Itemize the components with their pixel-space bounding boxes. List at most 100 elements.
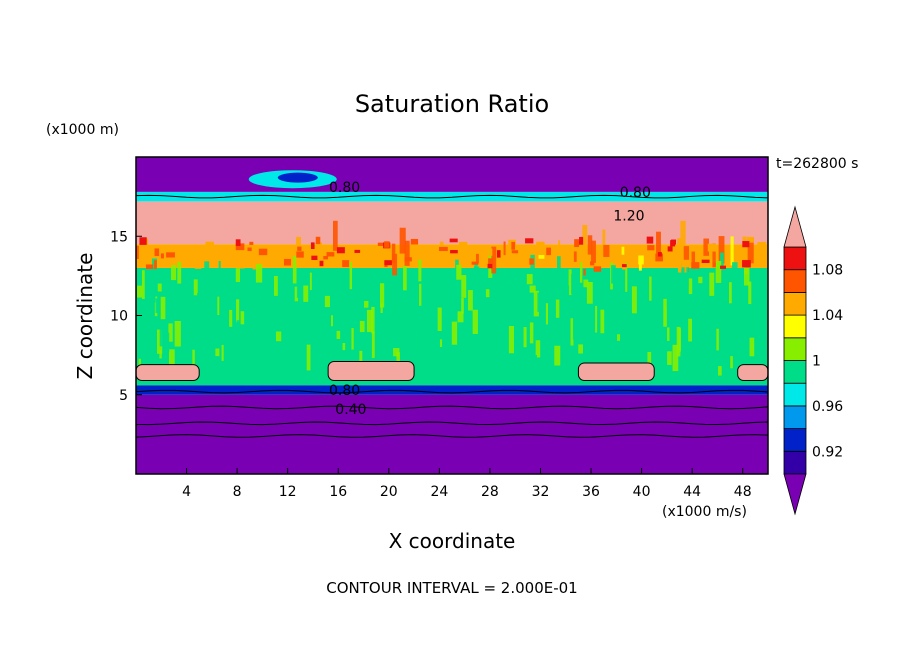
turbulent-cell bbox=[148, 329, 156, 348]
colorbar-label: 0.96 bbox=[812, 399, 843, 415]
colorbar-label: 1.08 bbox=[812, 263, 843, 279]
turbulent-cell bbox=[578, 344, 583, 354]
turbulent-cell bbox=[336, 330, 341, 339]
turbulent-cell bbox=[676, 326, 681, 357]
turbulent-cell bbox=[536, 241, 545, 247]
turbulent-cell bbox=[631, 286, 637, 314]
turbulent-cell bbox=[142, 270, 145, 300]
turbulent-cell bbox=[319, 260, 324, 267]
turbulent-cell bbox=[602, 229, 606, 255]
turbulent-cell bbox=[720, 301, 724, 312]
turbulent-cell bbox=[399, 227, 406, 254]
turbulent-cell bbox=[747, 236, 754, 243]
turbulent-cell bbox=[240, 311, 245, 325]
turbulent-cell bbox=[533, 290, 539, 317]
turbulent-cell bbox=[292, 256, 297, 284]
colorbar-segment bbox=[783, 405, 807, 429]
turbulent-cell bbox=[364, 280, 368, 293]
turbulent-cell bbox=[461, 298, 464, 314]
dry-pocket-core bbox=[277, 172, 318, 183]
turbulent-cell bbox=[611, 265, 616, 284]
x-tick-label: 44 bbox=[683, 484, 701, 500]
band-6 bbox=[136, 157, 768, 192]
turbulent-cell bbox=[555, 322, 562, 353]
turbulent-cell bbox=[474, 262, 478, 289]
turbulent-cell bbox=[371, 331, 375, 358]
turbulent-cell bbox=[732, 262, 738, 287]
turbulent-cell bbox=[311, 255, 318, 261]
y-axis: 5 10 15 bbox=[110, 229, 142, 404]
contour-label-2: 1.20 bbox=[613, 209, 644, 225]
turbulent-cell bbox=[487, 263, 493, 269]
turbulent-cell bbox=[667, 327, 670, 341]
x-tick-label: 16 bbox=[329, 484, 347, 500]
turbulent-cell bbox=[194, 262, 202, 269]
turbulent-cell bbox=[303, 285, 309, 302]
y-tick-label: 5 bbox=[119, 388, 128, 404]
turbulent-cell bbox=[310, 242, 315, 250]
turbulent-cell bbox=[411, 333, 414, 360]
turbulent-cell bbox=[579, 262, 583, 283]
time-label: t=262800 s bbox=[776, 156, 858, 172]
colorbar-bottom-arrow bbox=[783, 473, 807, 516]
turbulent-cell bbox=[536, 248, 546, 255]
turbulent-cell bbox=[319, 242, 323, 250]
turbulent-cell bbox=[154, 356, 157, 366]
turbulent-cell bbox=[591, 240, 596, 263]
turbulent-cell bbox=[309, 272, 312, 291]
turbulent-cell bbox=[198, 324, 202, 346]
turbulent-cell bbox=[139, 237, 147, 245]
turbulent-cell bbox=[418, 313, 423, 321]
turbulent-cell bbox=[529, 322, 534, 344]
turbulent-cell bbox=[655, 253, 663, 262]
contour-line bbox=[136, 389, 768, 394]
turbulent-cell bbox=[573, 251, 577, 262]
turbulent-cell bbox=[742, 260, 751, 268]
turbulent-cell bbox=[296, 251, 304, 258]
turbulent-cell bbox=[672, 344, 679, 372]
turbulent-cell bbox=[600, 309, 605, 334]
turbulent-cell bbox=[418, 259, 422, 282]
turbulent-cell bbox=[558, 240, 561, 252]
turbulent-cell bbox=[159, 350, 162, 359]
turbulent-cell bbox=[393, 348, 400, 357]
turbulent-cell bbox=[364, 300, 369, 308]
turbulent-cell bbox=[529, 258, 534, 265]
turbulent-cell bbox=[404, 257, 412, 262]
turbulent-cell bbox=[757, 241, 767, 248]
colorbar-label: 1.04 bbox=[812, 308, 843, 324]
turbulent-cell bbox=[404, 240, 410, 266]
turbulent-cell bbox=[330, 315, 333, 327]
turbulent-cell bbox=[508, 325, 515, 354]
chart-title: Saturation Ratio bbox=[355, 90, 549, 118]
turbulent-cell bbox=[707, 243, 717, 252]
turbulent-cell bbox=[703, 238, 710, 256]
turbulent-cell bbox=[583, 268, 586, 276]
turbulent-cell bbox=[229, 309, 233, 327]
turbulent-cell bbox=[545, 303, 549, 325]
turbulent-cell bbox=[574, 239, 580, 248]
turbulent-cell bbox=[491, 246, 497, 274]
turbulent-cell bbox=[701, 259, 710, 264]
colorbar-segment bbox=[783, 314, 807, 339]
x-tick-label: 48 bbox=[734, 484, 752, 500]
x-tick-label: 36 bbox=[582, 484, 600, 500]
turbulent-cell bbox=[268, 296, 274, 305]
turbulent-cell bbox=[324, 308, 331, 322]
turbulent-cell bbox=[438, 246, 448, 252]
turbulent-cell bbox=[710, 324, 713, 345]
contour-interval-footer: CONTOUR INTERVAL = 2.000E-01 bbox=[326, 579, 577, 597]
turbulent-cell bbox=[275, 331, 282, 342]
turbulent-cell bbox=[353, 271, 358, 288]
turbulent-cell bbox=[756, 256, 763, 260]
turbulent-cell bbox=[372, 280, 377, 307]
turbulent-cell bbox=[674, 301, 678, 308]
turbulent-cell bbox=[379, 283, 385, 308]
band-0 bbox=[136, 394, 768, 474]
turbulent-cell bbox=[197, 293, 202, 322]
turbulent-cell bbox=[538, 251, 545, 259]
turbulent-cell bbox=[215, 348, 220, 357]
high-saturation-patch-1 bbox=[327, 360, 415, 381]
turbulent-cell bbox=[392, 253, 398, 276]
turbulent-cell bbox=[563, 343, 566, 351]
